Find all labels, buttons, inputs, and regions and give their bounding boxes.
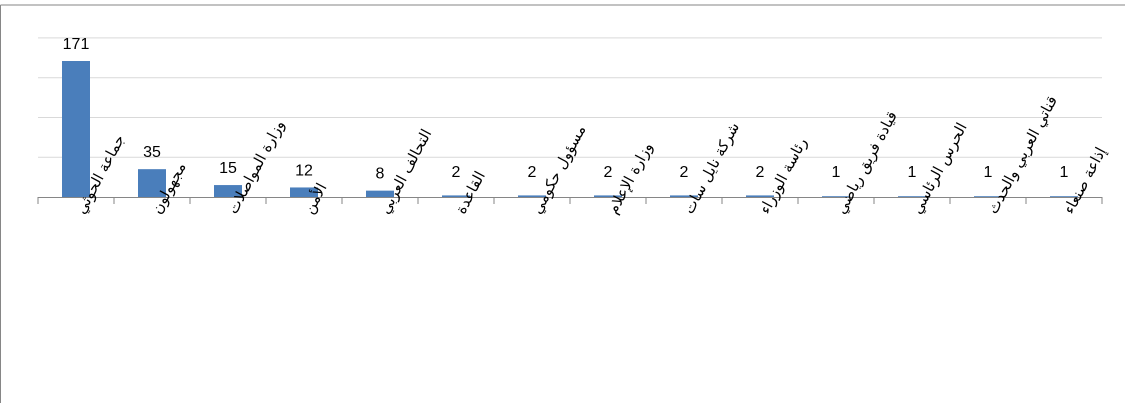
bar xyxy=(442,195,470,197)
x-tick-label: الأمن xyxy=(299,180,331,217)
bar xyxy=(518,195,546,197)
data-label: 8 xyxy=(376,166,385,183)
data-label: 1 xyxy=(832,164,841,181)
bar xyxy=(746,195,774,197)
bar xyxy=(670,195,698,197)
data-label: 1 xyxy=(1060,164,1069,181)
bar xyxy=(366,190,394,197)
bar xyxy=(290,187,318,197)
bar xyxy=(898,196,926,197)
data-label: 1 xyxy=(908,164,917,181)
x-axis xyxy=(37,197,1103,204)
bar xyxy=(974,196,1002,197)
bars xyxy=(62,61,1078,197)
data-label: 2 xyxy=(452,164,461,181)
bar xyxy=(594,195,622,197)
x-tick-label: شركة نايل سات xyxy=(680,119,743,217)
bar xyxy=(1050,196,1078,197)
data-label: 171 xyxy=(63,36,90,53)
bar xyxy=(138,169,166,197)
x-tick-label: الحرس الرئاسي xyxy=(908,120,972,218)
data-label: 12 xyxy=(295,162,313,179)
x-tick-label: قيادة فريق رياضي xyxy=(832,108,902,217)
x-tick-label: قناتي العربي والحدث xyxy=(984,93,1062,218)
x-tick-label: التحالف العربي xyxy=(376,126,437,217)
data-label: 15 xyxy=(219,160,237,177)
bar xyxy=(214,185,242,197)
x-tick-labels: جماعة الحوثي مجهولون وزارة المواصلات الأمن ا… xyxy=(72,93,1110,218)
data-label: 2 xyxy=(756,164,765,181)
x-tick-label: مسؤول حكومي xyxy=(528,122,591,217)
data-label: 2 xyxy=(604,164,613,181)
chart-border xyxy=(0,4,1125,403)
data-label: 1 xyxy=(984,164,993,181)
data-labels: 171 35 15 12 8 2 2 2 2 2 1 1 1 1 xyxy=(63,36,1069,183)
data-label: 35 xyxy=(143,144,161,161)
data-label: 2 xyxy=(528,164,537,181)
bar xyxy=(822,196,850,197)
gridlines xyxy=(38,37,1102,158)
data-label: 2 xyxy=(680,164,689,181)
bar xyxy=(62,61,90,197)
